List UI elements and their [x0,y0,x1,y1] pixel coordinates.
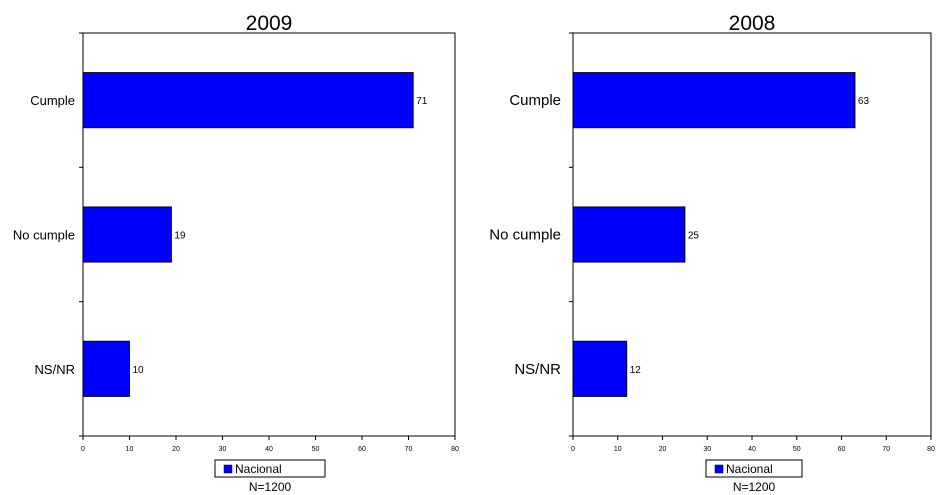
legend: Nacional [214,459,326,478]
x-tick-label: 40 [748,446,756,453]
x-tick-label: 50 [793,446,801,453]
bar-no-cumple [572,206,686,263]
category-label: NS/NR [514,361,561,378]
chart-title: 2008 [729,12,776,35]
x-tick-label: 50 [312,446,320,453]
bar-cumple [572,72,856,129]
category-label: Cumple [509,92,561,109]
x-tick-label: 70 [882,446,890,453]
x-tick-label: 80 [451,446,459,453]
legend-box [214,459,326,478]
bar-ns-nr [82,340,130,397]
legend-swatch [714,464,724,474]
x-tick-label: 30 [703,446,711,453]
legend-swatch [223,464,233,474]
legend-label: Nacional [726,462,773,476]
category-label: Cumple [30,93,75,108]
sample-size-note: N=1200 [249,480,292,494]
x-tick-label: 60 [838,446,846,453]
x-tick-label: 0 [81,446,85,453]
sample-size-note: N=1200 [733,480,776,494]
legend: Nacional [705,459,803,478]
x-tick-label: 10 [126,446,134,453]
bar-no-cumple [82,206,172,263]
x-tick-label: 40 [265,446,273,453]
x-tick-label: 70 [405,446,413,453]
x-tick-label: 20 [172,446,180,453]
x-tick-label: 60 [358,446,366,453]
x-tick-label: 30 [219,446,227,453]
chart-title: 2009 [246,12,293,35]
x-tick-label: 0 [571,446,575,453]
data-label: 25 [688,231,700,242]
x-tick-label: 80 [927,446,935,453]
data-label: 63 [858,96,870,107]
x-tick-label: 20 [659,446,667,453]
data-label: 71 [416,96,428,107]
bar-ns-nr [572,340,628,397]
chart-2009: 2009 0 10 20 30 40 50 60 70 80 Cumple 71 No cumple 19… [13,12,459,494]
data-label: 10 [133,365,145,376]
data-label: 19 [174,231,186,242]
data-label: 12 [630,365,642,376]
chart-2008: 2008 0 10 20 30 40 50 60 70 80 Cumple 63 No cumple 25… [489,12,935,494]
category-label: No cumple [13,228,75,243]
x-tick-label: 10 [614,446,622,453]
legend-box [705,459,803,478]
legend-label: Nacional [235,462,282,476]
bar-cumple [82,72,414,129]
category-label: No cumple [489,227,561,244]
category-label: NS/NR [35,362,75,377]
